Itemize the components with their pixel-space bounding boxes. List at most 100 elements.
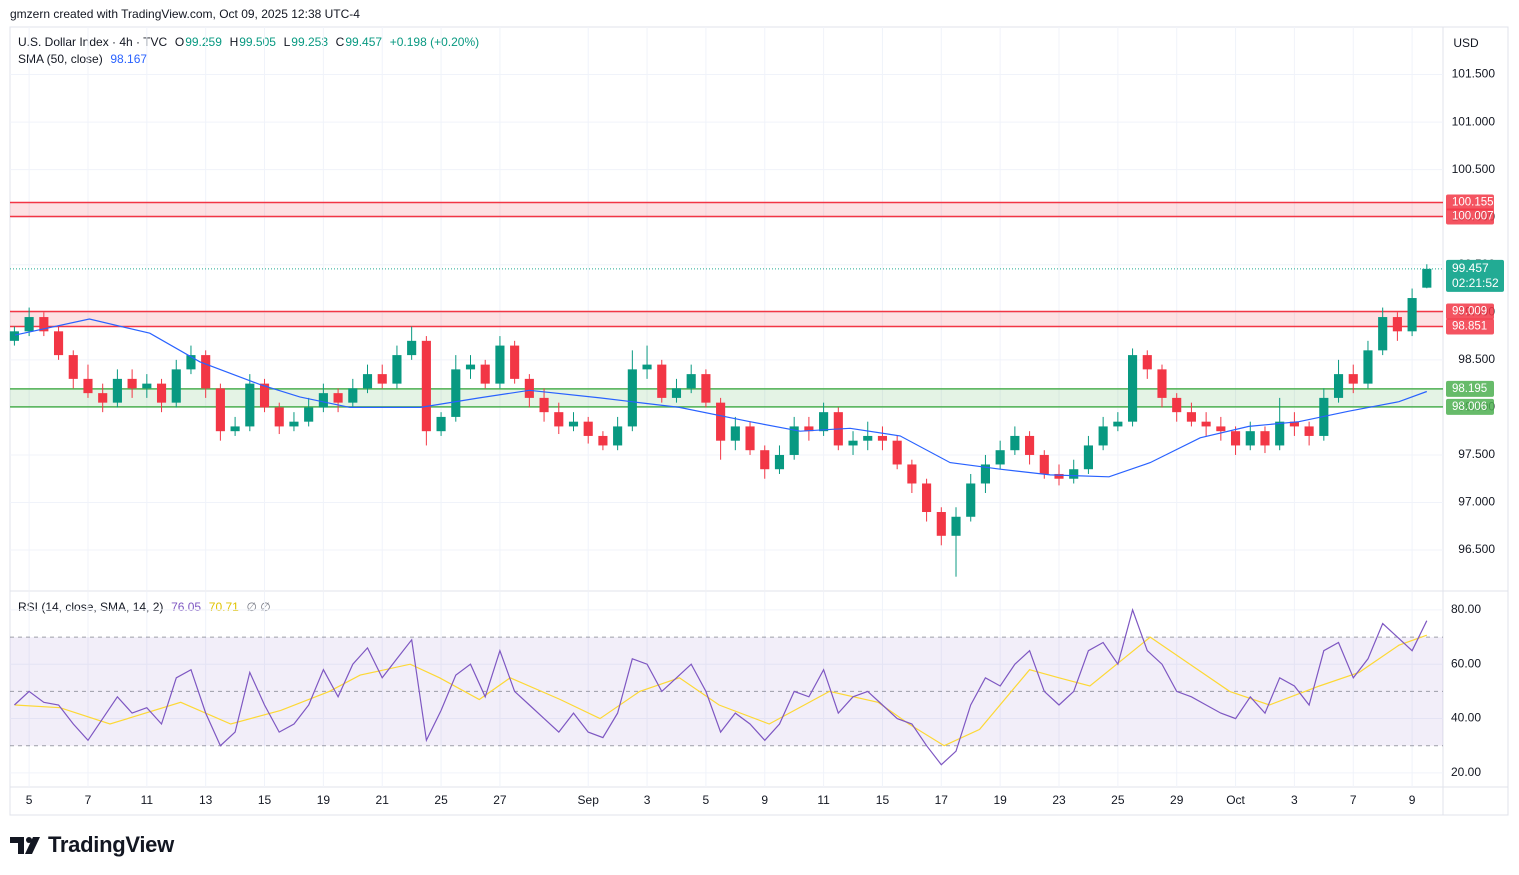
candle-body xyxy=(83,378,93,394)
candle-body xyxy=(127,378,137,389)
rsi-sma-value: 70.71 xyxy=(208,600,239,614)
candle-body xyxy=(407,340,417,356)
candle-body xyxy=(1363,350,1373,384)
x-tick-label: 11 xyxy=(141,793,154,807)
x-tick-label: 13 xyxy=(199,793,213,807)
candle-body xyxy=(1128,355,1138,422)
candle-body xyxy=(53,331,64,356)
candle-body xyxy=(1216,426,1226,432)
rsi-tick-label: 80.00 xyxy=(1451,602,1481,616)
y-tick-label: 101.000 xyxy=(1452,114,1496,128)
x-tick-label: 23 xyxy=(1052,793,1066,807)
zone-label: 99.009 xyxy=(1452,305,1487,317)
rsi-tick-label: 40.00 xyxy=(1451,711,1481,725)
candle-body xyxy=(819,412,829,432)
candle-body xyxy=(1201,421,1211,427)
candle-body xyxy=(318,393,328,408)
candle-body xyxy=(68,355,78,379)
sma-line xyxy=(14,318,1428,478)
candle-body xyxy=(1289,421,1299,427)
candle-body xyxy=(701,374,711,403)
candle-body xyxy=(951,516,961,536)
legend-sma: SMA (50, close) 98.167 xyxy=(18,52,148,66)
candle-body xyxy=(877,435,888,441)
candle-body xyxy=(539,397,549,413)
logo xyxy=(10,837,40,854)
candle-body xyxy=(966,483,976,517)
candle-body xyxy=(1142,355,1152,370)
candle-body xyxy=(1378,317,1388,351)
x-tick-label: 27 xyxy=(493,793,507,807)
candle-body xyxy=(1260,431,1270,446)
legend-main: U.S. Dollar Index · 4h · TVC O99.259 H99… xyxy=(18,35,480,49)
zone xyxy=(10,202,1443,217)
countdown: 02:21:52 xyxy=(1452,276,1499,290)
zone xyxy=(10,311,1443,327)
x-tick-label: Oct xyxy=(1226,793,1245,807)
ohlc-label: C xyxy=(335,35,345,49)
candle-body xyxy=(465,364,476,370)
zone-badge xyxy=(1446,303,1494,320)
candle-body xyxy=(480,364,490,384)
candle-body xyxy=(760,450,770,470)
y-tick-label: 101.500 xyxy=(1452,67,1496,81)
candle-body xyxy=(1348,374,1358,384)
candle-body xyxy=(274,407,284,427)
candle-body xyxy=(9,331,19,341)
x-tick-label: 21 xyxy=(376,793,390,807)
zone-badge xyxy=(1446,208,1494,225)
candle-body xyxy=(1245,431,1255,446)
x-tick-label: 17 xyxy=(935,793,949,807)
candle-body xyxy=(804,426,814,432)
low-value: 99.253 xyxy=(291,35,328,49)
candle-body xyxy=(642,364,652,370)
candle-body xyxy=(922,483,932,513)
x-tick-label: 5 xyxy=(26,793,33,807)
candle-body xyxy=(1113,421,1123,427)
candle-body xyxy=(1304,426,1314,436)
x-tick-label: 7 xyxy=(1350,793,1357,807)
x-tick-label: Sep xyxy=(578,793,600,807)
candle-body xyxy=(201,355,211,389)
candle-body xyxy=(995,450,1005,465)
candle-body xyxy=(789,426,799,455)
candle-body xyxy=(1098,426,1108,446)
close-value: 99.457 xyxy=(345,35,383,49)
candle-body xyxy=(598,435,608,446)
currency: USD xyxy=(1453,36,1479,50)
sma-name: SMA (50, close) xyxy=(18,52,103,66)
candle-body xyxy=(745,426,755,451)
candle-body xyxy=(495,345,505,384)
rsi-value: 76.05 xyxy=(171,600,202,614)
x-tick-label: 11 xyxy=(817,793,830,807)
candle-body xyxy=(1083,445,1093,470)
candle-body xyxy=(230,426,240,432)
candle-body xyxy=(1025,435,1035,455)
x-tick-label: 3 xyxy=(1291,793,1298,807)
candle-body xyxy=(774,454,785,470)
candle-body xyxy=(215,388,225,432)
header: gmzern created with TradingView.com, Oct… xyxy=(10,7,360,21)
brand: TradingView xyxy=(48,832,174,857)
open-value: 99.259 xyxy=(185,35,222,49)
candle-body xyxy=(1157,369,1167,398)
y-tick-label: 98.500 xyxy=(1458,352,1495,366)
candle-body xyxy=(112,378,122,403)
candle-body xyxy=(289,421,299,427)
candle-body xyxy=(98,393,108,403)
candle-body xyxy=(1230,431,1241,446)
candle-body xyxy=(686,374,696,389)
candle-body xyxy=(716,402,726,441)
candle-body xyxy=(657,364,667,398)
zone-label: 98.851 xyxy=(1452,321,1487,333)
candle-body xyxy=(142,383,152,389)
candle-body xyxy=(907,464,917,484)
candle-body xyxy=(171,369,181,403)
rsi-line xyxy=(13,607,1428,766)
last-price-label: 99.457 xyxy=(1452,261,1489,275)
x-tick-label: 15 xyxy=(258,793,272,807)
candle-body xyxy=(1275,421,1285,446)
candle-body xyxy=(392,355,402,384)
